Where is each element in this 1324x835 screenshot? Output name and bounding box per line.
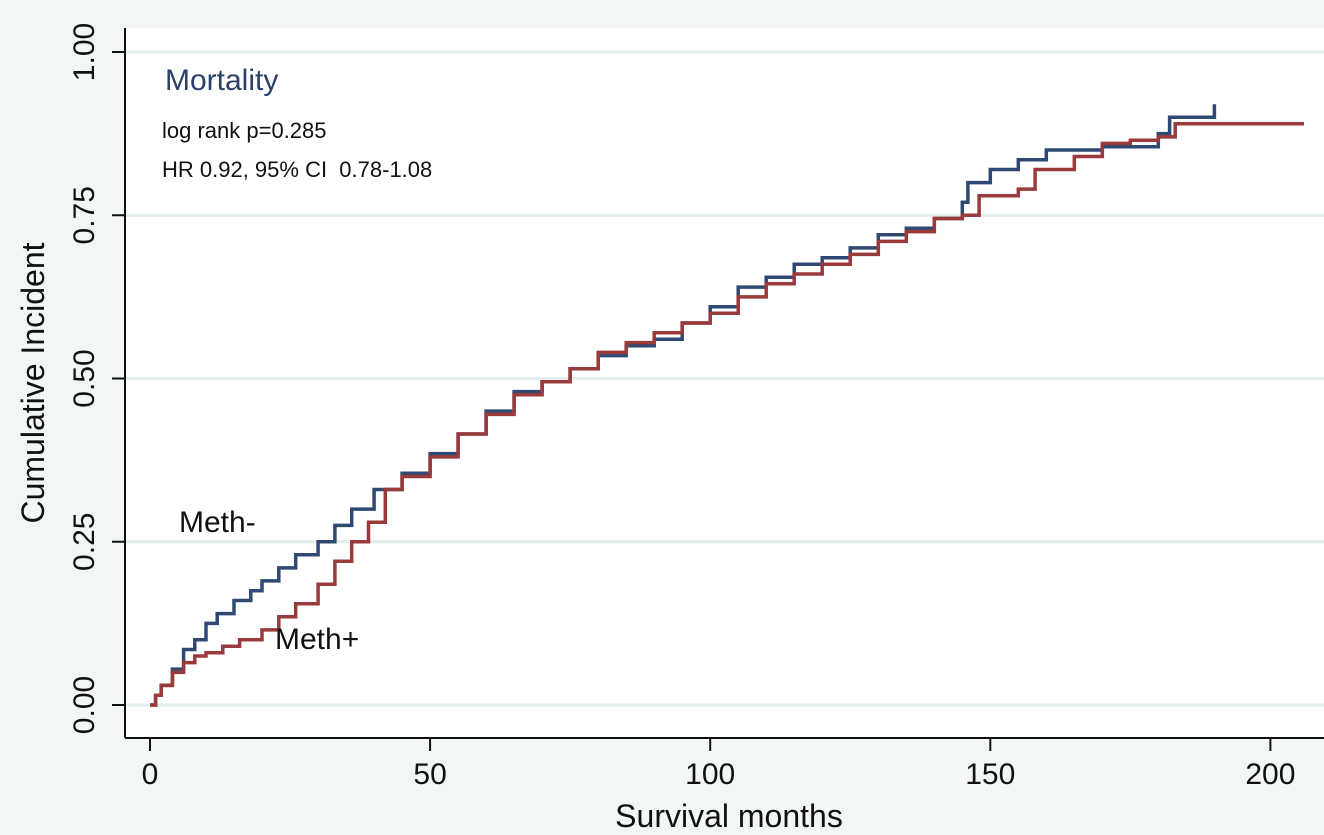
series-layer <box>150 104 1304 707</box>
annotation-logrank: log rank p=0.285 <box>162 118 327 143</box>
series-line-meth-plus <box>150 122 1304 707</box>
x-axis-title: Survival months <box>615 798 843 834</box>
axes <box>124 28 1324 739</box>
y-tick-label: 1.00 <box>68 23 101 81</box>
gridlines <box>125 50 1324 707</box>
y-tick-label: 0.50 <box>68 349 101 407</box>
y-tick-label: 0.00 <box>68 676 101 734</box>
x-tick-label: 200 <box>1245 758 1295 791</box>
annotation-hazard-ratio: HR 0.92, 95% CI 0.78-1.08 <box>162 157 432 182</box>
x-tick-label: 50 <box>413 758 446 791</box>
series-label-meth-plus: Meth+ <box>275 623 359 656</box>
y-axis-title: Cumulative Incident <box>15 242 51 523</box>
ticks: 0.00 0.25 0.50 0.75 1.00 0 50 100 150 200 <box>68 23 1295 791</box>
chart-title: Mortality <box>165 64 278 97</box>
x-tick-label: 0 <box>142 758 159 791</box>
y-tick-label: 0.75 <box>68 186 101 244</box>
y-tick-label: 0.25 <box>68 513 101 571</box>
x-tick-label: 150 <box>965 758 1015 791</box>
x-tick-label: 100 <box>685 758 735 791</box>
series-label-meth-minus: Meth- <box>179 506 256 539</box>
